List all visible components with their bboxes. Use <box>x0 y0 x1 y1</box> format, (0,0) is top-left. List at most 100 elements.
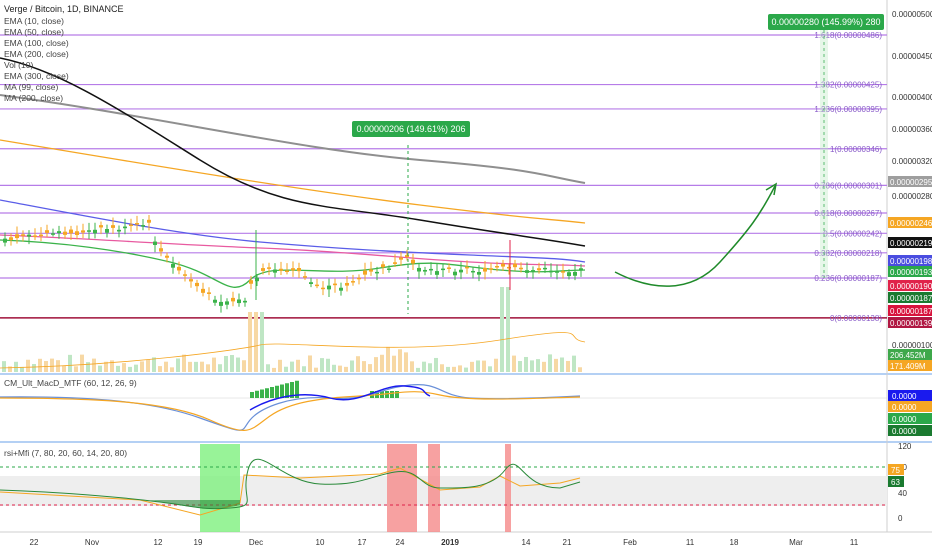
ema-200-line <box>0 57 586 247</box>
volume-bar <box>182 354 186 372</box>
candle-body <box>549 270 553 273</box>
time-tick: 19 <box>194 538 203 547</box>
mfi-line <box>0 467 581 516</box>
price-tag: 0.00000198 <box>890 257 932 266</box>
macd-signal-line <box>0 391 581 431</box>
candle-body <box>159 248 163 252</box>
candle-body <box>261 268 265 271</box>
volume-bar <box>32 364 36 372</box>
volume-bars <box>0 287 586 372</box>
volume-bar <box>278 359 282 372</box>
candle-body <box>213 299 217 303</box>
candle-body <box>129 224 133 227</box>
volume-bar <box>512 355 516 372</box>
candle-body <box>135 223 139 225</box>
time-tick: 11 <box>850 538 859 547</box>
candle-body <box>303 276 307 278</box>
candle-body <box>21 234 25 236</box>
rsi-fill <box>150 500 240 509</box>
candle-body <box>381 264 385 268</box>
symbol-title: Verge / Bitcoin, 1D, BINANCE <box>4 4 124 14</box>
price-tag: 0.00000295 <box>890 178 932 187</box>
time-tick: 12 <box>154 538 163 547</box>
legend-entry: EMA (50, close) <box>4 27 64 37</box>
volume-bar <box>2 361 6 372</box>
candle-body <box>411 259 415 264</box>
projection-arrowhead <box>765 182 778 196</box>
volume-bar <box>458 365 462 372</box>
candle-body <box>141 225 145 227</box>
volume-bar <box>374 357 378 372</box>
volume-bar <box>302 366 306 372</box>
volume-bar <box>314 367 318 372</box>
time-axis: 22 Nov 12 19 Dec 10 17 24 2019 14 21 Feb 11 18 Mar 11 <box>30 538 859 547</box>
candle-body <box>123 226 127 229</box>
main-pane <box>0 0 887 372</box>
volume-bar <box>524 356 528 372</box>
candle-body <box>87 230 91 232</box>
volume-bar <box>104 361 108 372</box>
volume-bar <box>116 365 120 372</box>
fib-label: 0.236(0.00000187) <box>814 274 882 283</box>
macd-pane <box>0 376 887 440</box>
volume-bar <box>488 366 492 372</box>
candle-body <box>357 277 361 280</box>
rsi-overbought-zone <box>428 444 440 532</box>
volume-bar <box>428 363 432 372</box>
time-tick: 22 <box>30 538 39 547</box>
candle-body <box>165 255 169 258</box>
price-tick: 0.00000100 <box>892 341 932 350</box>
candle-body <box>63 231 67 235</box>
volume-bar <box>8 366 12 372</box>
volume-bar <box>476 360 480 372</box>
volume-bar <box>158 366 162 372</box>
volume-bar <box>230 355 234 372</box>
volume-bar <box>80 354 84 372</box>
candle-body <box>117 229 121 232</box>
price-tag-bg <box>888 349 932 360</box>
volume-bar <box>464 367 468 372</box>
time-tick: 11 <box>686 538 695 547</box>
legend-entry: MA (200, close) <box>4 93 63 103</box>
volume-bar <box>500 287 504 372</box>
macd-tag-bg <box>888 390 932 401</box>
candle-body <box>255 277 259 282</box>
candle-body <box>555 271 559 273</box>
candle-body <box>489 268 493 270</box>
candle-body <box>57 231 61 234</box>
candle-body <box>3 238 7 243</box>
volume-bar <box>494 358 498 372</box>
ema-100-line <box>0 199 586 263</box>
volume-bar <box>146 359 150 372</box>
volume-bar <box>482 360 486 372</box>
candle-body <box>363 270 367 275</box>
volume-bar <box>560 357 564 372</box>
fib-label: 0.618(0.00000267) <box>814 209 882 218</box>
price-tag-bg <box>888 317 932 328</box>
candle-body <box>9 237 13 240</box>
volume-bar <box>470 361 474 372</box>
candle-body <box>195 282 199 287</box>
fib-label: 0(0.00000138) <box>830 314 882 323</box>
fib-label: 0.382(0.00000218) <box>814 249 882 258</box>
volume-bar <box>218 364 222 372</box>
rsi-band <box>0 476 887 506</box>
candle-body <box>495 266 499 268</box>
time-tick: Feb <box>623 538 637 547</box>
volume-bar <box>536 359 540 372</box>
volume-bar <box>20 366 24 372</box>
candle-body <box>573 271 577 276</box>
volume-bar <box>140 361 144 372</box>
rsi-tick: 120 <box>898 442 912 451</box>
macd-histogram-bar <box>260 389 264 398</box>
candle-body <box>105 229 109 233</box>
candle-body <box>99 225 103 228</box>
macd-histogram-bar <box>280 384 284 398</box>
candle-body <box>171 263 175 268</box>
volume-bar <box>398 349 402 372</box>
candle-body <box>435 271 439 275</box>
candle-body <box>267 267 271 269</box>
volume-bar <box>242 360 246 372</box>
volume-bar <box>308 355 312 372</box>
price-tag-bg <box>888 305 932 316</box>
